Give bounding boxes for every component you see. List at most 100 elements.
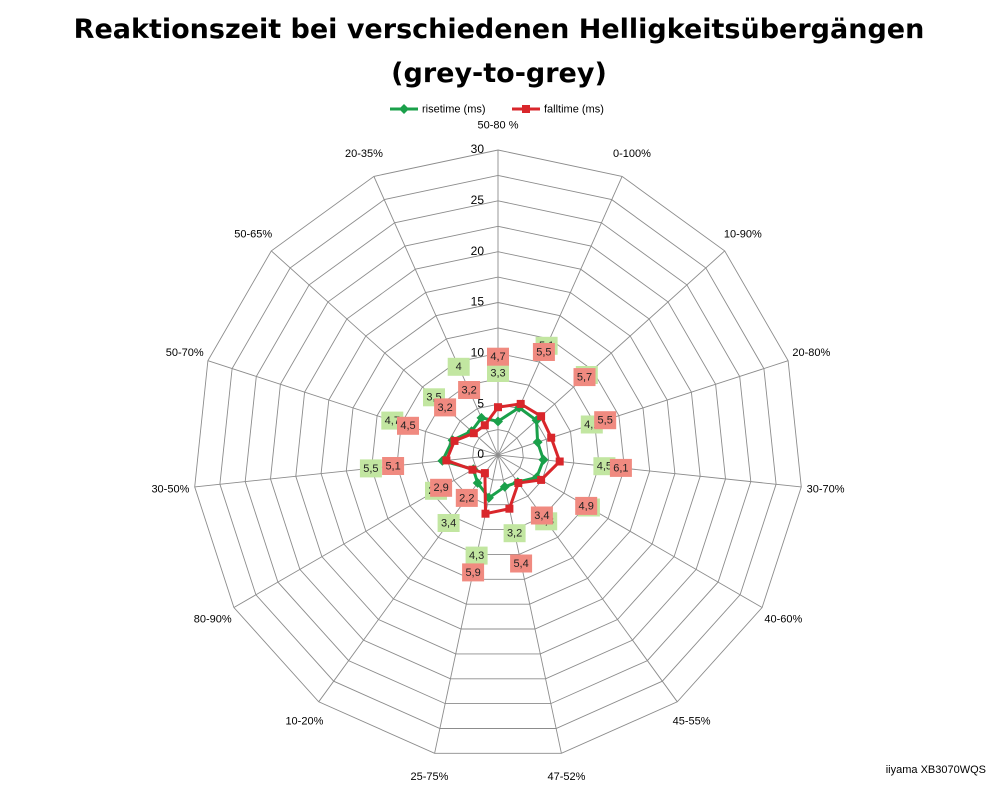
data-label-bg xyxy=(455,488,478,507)
category-label: 10-90% xyxy=(724,229,762,241)
data-label-text: 5,1 xyxy=(385,460,400,472)
series-line xyxy=(440,406,545,500)
data-label-text: 5,5 xyxy=(598,415,613,427)
grid-ring xyxy=(270,225,726,680)
chart-title: Reaktionszeit bei verschiedenen Helligke… xyxy=(0,8,998,96)
data-label-text: 5,9 xyxy=(465,567,480,579)
data-label-text: 4,7 xyxy=(490,351,505,363)
category-label: 50-80 % xyxy=(478,120,519,132)
data-point-marker xyxy=(480,421,489,430)
data-label-bg xyxy=(458,381,481,399)
spoke-line xyxy=(497,360,789,456)
chart-title-line-2: (grey-to-grey) xyxy=(391,58,607,89)
category-label: 25-75% xyxy=(411,771,449,783)
data-label-text: 4,3 xyxy=(469,550,484,562)
data-label-text: 3,2 xyxy=(507,528,522,540)
grid-ring xyxy=(472,429,524,481)
data-point-marker xyxy=(493,416,503,427)
data-label: 3,2 xyxy=(503,524,526,543)
radial-tick-label: 25 xyxy=(471,193,485,207)
data-label-text: 5,4 xyxy=(513,558,528,570)
data-label-text: 4,5 xyxy=(597,461,612,473)
data-label-bg xyxy=(510,554,533,573)
radial-tick-labels: 0 5 10 15 20 25 30 xyxy=(471,142,485,461)
data-label: 3,4 xyxy=(530,506,553,525)
data-label-bg xyxy=(575,496,598,515)
radar-grid xyxy=(194,149,802,754)
data-point-marker xyxy=(480,469,489,478)
data-label: 5,5 xyxy=(594,411,617,430)
legend-label: risetime (ms) xyxy=(422,103,486,115)
data-label: 4,7 xyxy=(381,411,404,430)
category-label: 30-50% xyxy=(151,483,189,495)
radial-tick-label: 30 xyxy=(471,142,485,156)
data-label-bg xyxy=(532,343,555,361)
data-label-bg xyxy=(594,411,617,430)
category-label: 40-60% xyxy=(764,614,802,626)
data-label: 5,5 xyxy=(532,343,555,361)
data-label-text: 5,7 xyxy=(577,372,592,384)
data-label-bg xyxy=(462,563,485,582)
data-label-text: 4 xyxy=(456,361,462,373)
spoke-line xyxy=(194,454,499,488)
data-label: 3,2 xyxy=(434,398,457,417)
series-risetime xyxy=(437,402,549,503)
data-point-marker xyxy=(555,457,564,466)
category-label: 50-70% xyxy=(166,347,204,359)
data-point-marker xyxy=(537,412,546,421)
data-label-text: 2,2 xyxy=(459,492,474,504)
radial-tick-label: 20 xyxy=(471,244,485,258)
data-label: 6,1 xyxy=(609,458,632,477)
data-label-text: 5,5 xyxy=(363,463,378,475)
data-label-bg xyxy=(430,478,453,497)
data-label-bg xyxy=(487,364,509,382)
data-label-bg xyxy=(397,416,419,435)
series-lines xyxy=(437,399,564,518)
grid-ring xyxy=(421,378,575,531)
data-label-text: 4,9 xyxy=(579,500,594,512)
data-label-bg xyxy=(434,398,457,417)
category-label: 0-100% xyxy=(613,148,651,160)
data-point-marker xyxy=(468,465,477,474)
category-label: 10-20% xyxy=(285,715,323,727)
data-point-marker xyxy=(499,481,510,492)
data-label: 4,9 xyxy=(575,496,598,515)
data-label: 4,3 xyxy=(465,546,488,565)
data-point-marker xyxy=(450,436,459,445)
data-label: 2,9 xyxy=(430,478,453,497)
grid-ring xyxy=(194,149,802,754)
data-point-marker xyxy=(537,475,546,484)
data-point-marker xyxy=(531,415,542,426)
data-label: 5,9 xyxy=(462,563,485,582)
grid-ring xyxy=(446,403,550,506)
data-label-bg xyxy=(447,357,470,376)
grid-ring xyxy=(295,251,701,655)
data-label-text: 3,3 xyxy=(490,367,505,379)
grid-ring xyxy=(345,302,651,605)
data-point-marker xyxy=(481,509,490,518)
data-label-bg xyxy=(487,347,509,366)
spoke-line xyxy=(233,454,499,608)
spoke-line xyxy=(497,454,678,703)
grid-ring xyxy=(219,174,777,729)
grid-ring xyxy=(244,200,752,705)
data-label-bg xyxy=(609,458,632,477)
grid-ring xyxy=(371,327,625,580)
chart-title-line-1: Reaktionszeit bei verschiedenen Helligke… xyxy=(73,14,925,45)
category-label: 30-70% xyxy=(807,483,845,495)
data-label: 4,7 xyxy=(487,347,509,366)
data-point-marker xyxy=(532,437,543,448)
data-label-text: 6,1 xyxy=(613,462,628,474)
data-label: 5,1 xyxy=(382,457,405,475)
data-label: 3,2 xyxy=(458,381,481,399)
category-label: 20-35% xyxy=(345,148,383,160)
spoke-line xyxy=(497,454,802,488)
data-label-bg xyxy=(382,457,405,475)
radial-tick-label: 15 xyxy=(471,295,485,309)
data-point-marker xyxy=(514,479,523,487)
spoke-line xyxy=(434,454,499,754)
data-label-bg xyxy=(503,524,526,543)
data-label: 4 xyxy=(447,357,470,376)
data-label: 2,2 xyxy=(455,488,478,507)
category-label: 50-65% xyxy=(234,229,272,241)
